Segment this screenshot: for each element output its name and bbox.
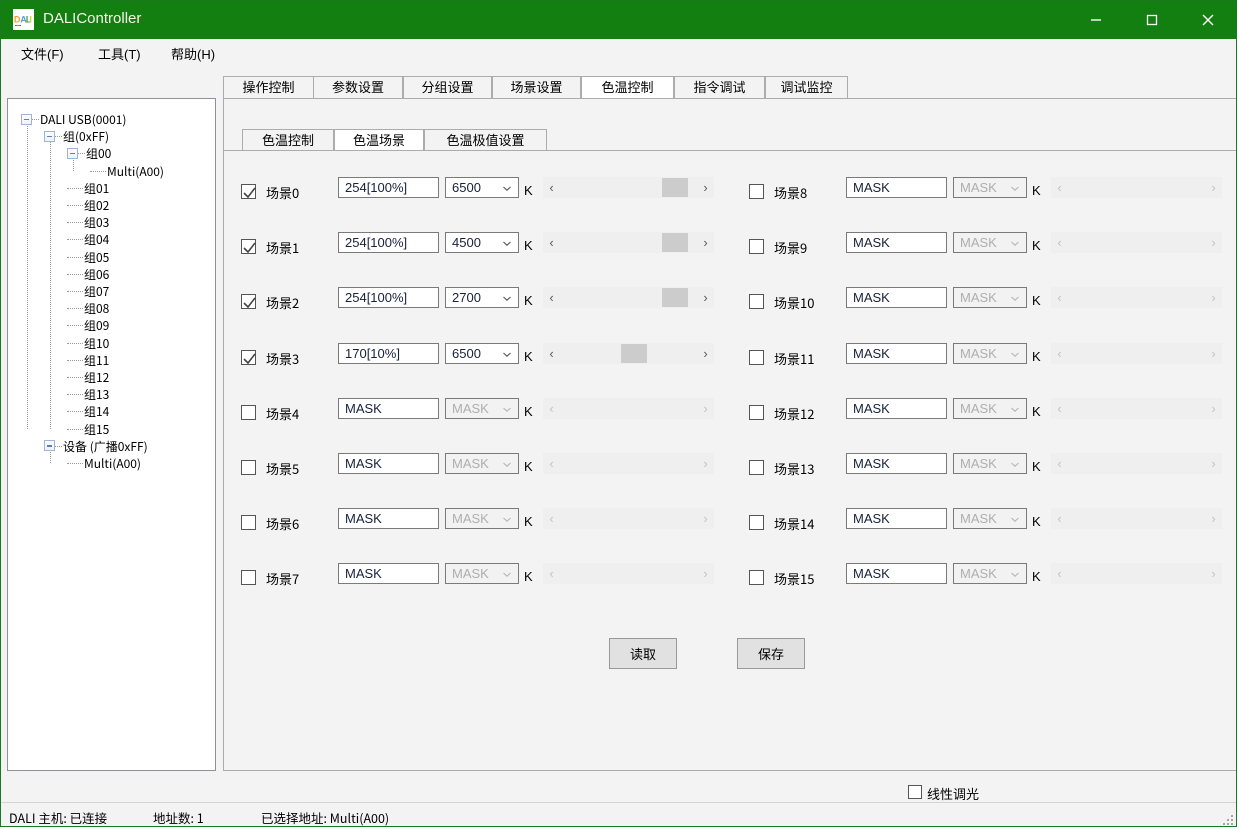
svg-text:•••••: ••••• (15, 23, 22, 27)
svg-text:I: I (29, 15, 32, 25)
